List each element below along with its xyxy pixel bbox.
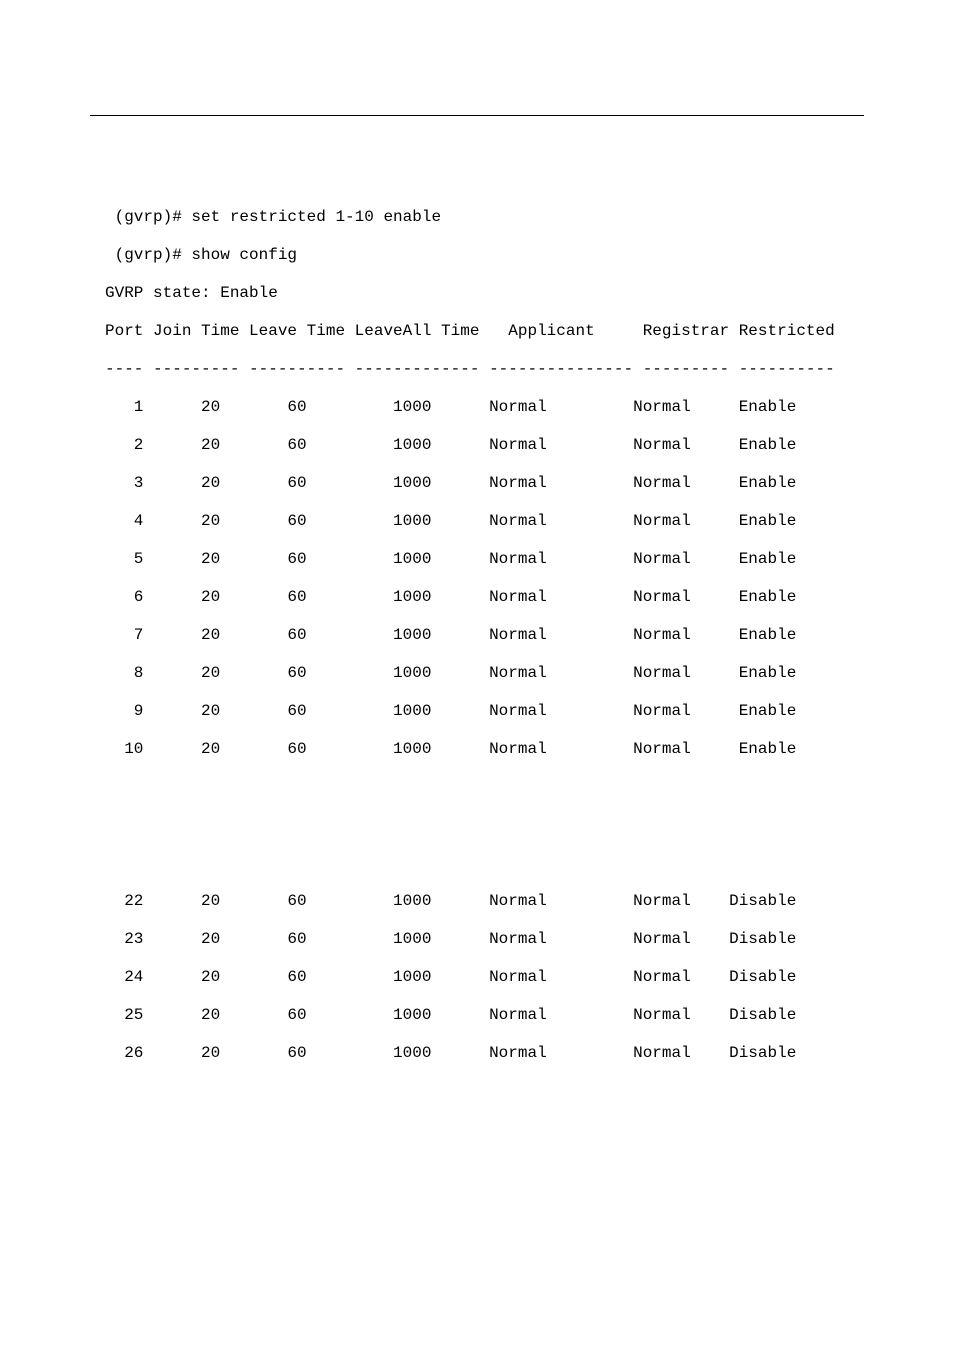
table-row: 4 20 60 1000 Normal Normal Enable bbox=[105, 510, 835, 532]
table-row: 3 20 60 1000 Normal Normal Enable bbox=[105, 472, 835, 494]
table-header: Port Join Time Leave Time LeaveAll Time … bbox=[105, 320, 835, 342]
table-row: 25 20 60 1000 Normal Normal Disable bbox=[105, 1004, 835, 1026]
blank-line bbox=[105, 814, 835, 836]
table-row: 9 20 60 1000 Normal Normal Enable bbox=[105, 700, 835, 722]
command-line: (gvrp)# show config bbox=[105, 244, 835, 266]
blank-line bbox=[105, 776, 835, 798]
table-row: 24 20 60 1000 Normal Normal Disable bbox=[105, 966, 835, 988]
table-row: 1 20 60 1000 Normal Normal Enable bbox=[105, 396, 835, 418]
header-rule bbox=[90, 115, 864, 116]
table-separator: ---- --------- ---------- ------------- … bbox=[105, 358, 835, 380]
table-row: 7 20 60 1000 Normal Normal Enable bbox=[105, 624, 835, 646]
table-row: 26 20 60 1000 Normal Normal Disable bbox=[105, 1042, 835, 1064]
page: (gvrp)# set restricted 1-10 enable (gvrp… bbox=[0, 0, 954, 1349]
table-row: 10 20 60 1000 Normal Normal Enable bbox=[105, 738, 835, 760]
state-line: GVRP state: Enable bbox=[105, 282, 835, 304]
table-row: 6 20 60 1000 Normal Normal Enable bbox=[105, 586, 835, 608]
table-row: 22 20 60 1000 Normal Normal Disable bbox=[105, 890, 835, 912]
table-row: 23 20 60 1000 Normal Normal Disable bbox=[105, 928, 835, 950]
table-row: 2 20 60 1000 Normal Normal Enable bbox=[105, 434, 835, 456]
table-row: 5 20 60 1000 Normal Normal Enable bbox=[105, 548, 835, 570]
blank-line bbox=[105, 852, 835, 874]
command-line: (gvrp)# set restricted 1-10 enable bbox=[105, 206, 835, 228]
table-row: 8 20 60 1000 Normal Normal Enable bbox=[105, 662, 835, 684]
terminal-output: (gvrp)# set restricted 1-10 enable (gvrp… bbox=[105, 190, 835, 1096]
